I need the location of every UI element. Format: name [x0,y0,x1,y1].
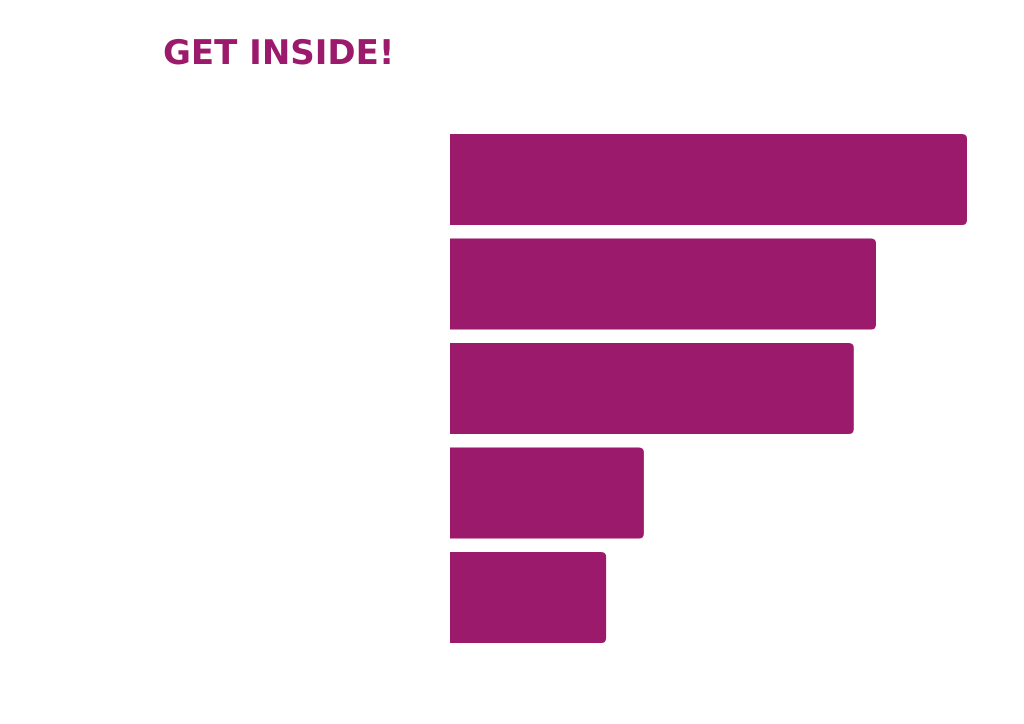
bar [450,343,854,434]
bar [450,552,607,643]
chart-title: GET INSIDE! [163,33,394,73]
bar [450,238,877,330]
bar [450,134,967,225]
bar [450,447,644,539]
